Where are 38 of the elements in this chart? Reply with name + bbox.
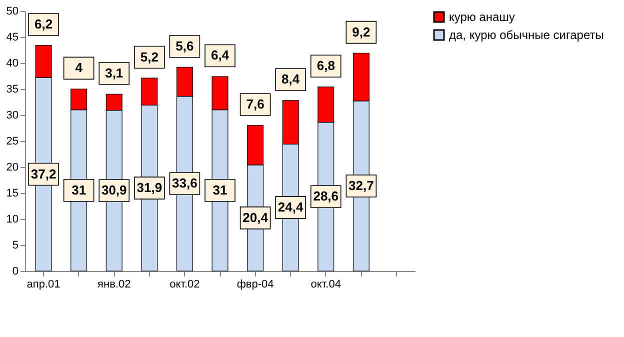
y-tick-label: 10 [6, 214, 18, 226]
y-tick-label: 50 [6, 6, 18, 18]
data-label: 8,4 [282, 72, 300, 87]
x-tick-label: янв.02 [98, 278, 131, 290]
data-label: 37,2 [30, 166, 56, 182]
data-label: 5,2 [140, 49, 158, 64]
data-label: 7,6 [246, 96, 264, 112]
y-tick-label: 40 [6, 58, 18, 70]
y-tick-label: 20 [6, 162, 18, 174]
x-tick-label: окт.02 [170, 278, 200, 290]
data-label: 31 [212, 182, 228, 198]
y-tick-label: 0 [12, 266, 18, 278]
data-label: 31 [72, 182, 86, 198]
data-label: 4 [75, 60, 84, 76]
y-tick-label: 15 [6, 188, 18, 200]
y-tick-label: 30 [6, 110, 18, 122]
y-tick-label: 25 [6, 136, 18, 148]
x-tick-label: апр.01 [26, 278, 60, 290]
data-label: 30,9 [101, 182, 127, 198]
data-label: 3,1 [105, 65, 124, 80]
y-tick-label: 45 [6, 32, 18, 44]
legend-label: да, курю обычные сигареты [449, 28, 604, 42]
data-label: 20,4 [242, 210, 269, 225]
x-tick-label: окт.04 [310, 278, 341, 290]
data-label: 6,2 [34, 16, 53, 32]
data-label: 32,7 [348, 178, 374, 193]
data-label: 9,2 [352, 24, 370, 40]
data-label: 28,6 [313, 188, 339, 204]
y-tick-label: 35 [6, 84, 18, 96]
data-label: 6,4 [210, 48, 230, 63]
data-label: 5,6 [176, 38, 194, 54]
x-tick-label: фвр-04 [236, 278, 274, 290]
legend-label: курю анашу [449, 10, 515, 24]
data-label: 6,8 [316, 58, 335, 74]
y-tick-label: 5 [12, 240, 18, 252]
data-label: 31,9 [136, 180, 162, 196]
data-label: 33,6 [172, 176, 198, 191]
data-label: 24,4 [278, 200, 304, 215]
